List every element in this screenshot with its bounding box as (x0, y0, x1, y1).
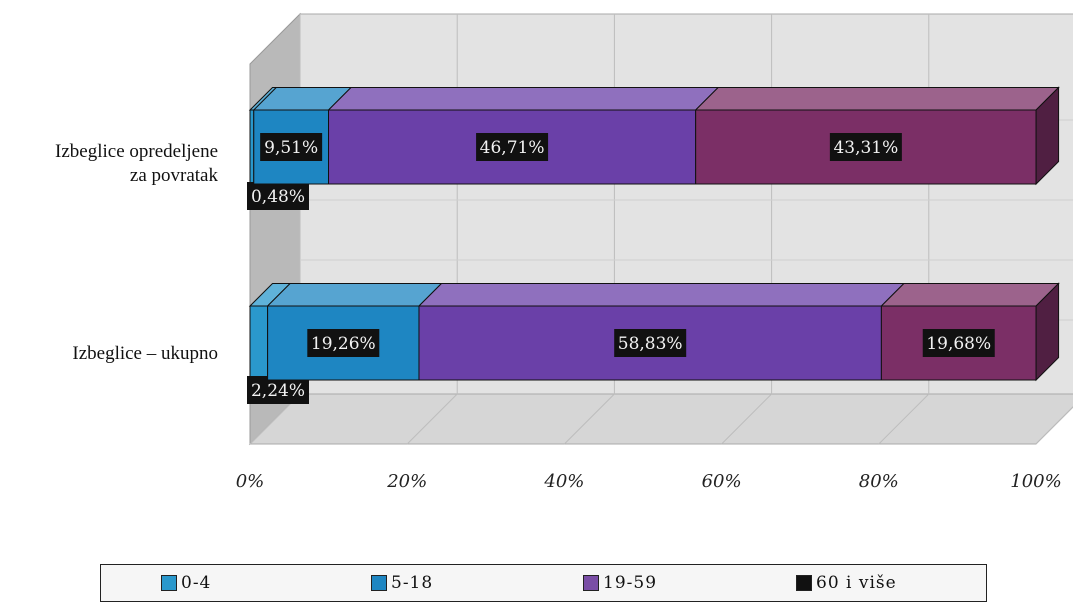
data-label-box (247, 376, 309, 404)
bar-top-face (266, 283, 443, 307)
data-label-box (247, 182, 309, 210)
data-label: 2,24% (251, 381, 305, 401)
category-label-line: Izbeglice opredeljene (55, 141, 218, 162)
data-label-box (476, 133, 549, 161)
data-label-box (614, 329, 687, 357)
legend-swatch (161, 575, 177, 591)
category-label-returnees: Izbeglice opredeljene za povratak (0, 140, 218, 188)
legend-swatch (583, 575, 599, 591)
data-label-box (260, 133, 323, 161)
data-label: 19,26% (311, 334, 376, 354)
gridline (1035, 406, 1073, 445)
legend-item-19-59: 19-59 (583, 573, 657, 593)
bar-top-face (694, 87, 1060, 111)
legend-label: 5-18 (391, 573, 434, 593)
gridline (564, 393, 615, 445)
data-label: 58,83% (618, 334, 683, 354)
legend: 0-4 5-18 19-59 60 i više (100, 564, 987, 602)
legend-item-60-plus: 60 i više (796, 573, 897, 593)
category-label-line: Izbeglice – ukupno (72, 343, 218, 364)
data-label: 9,51% (264, 138, 318, 158)
bar-top-face (880, 283, 1060, 307)
gridline (878, 393, 930, 445)
x-tick-label: 100% (1010, 471, 1061, 492)
bar-side-face (1035, 86, 1060, 186)
legend-label: 19-59 (603, 573, 658, 593)
data-label-box (922, 329, 995, 357)
bar-segment (249, 305, 269, 381)
data-label-box (307, 329, 380, 357)
bar-side-face (1035, 282, 1060, 382)
x-tick-label: 20% (386, 471, 427, 492)
legend-swatch (371, 575, 387, 591)
category-label-total: Izbeglice – ukupno (0, 342, 218, 366)
data-label-box (829, 133, 902, 161)
bar-top-face (417, 283, 906, 307)
legend-label: 0-4 (181, 573, 212, 593)
data-label: 19,68% (926, 334, 991, 354)
data-label: 43,31% (833, 138, 898, 158)
data-label: 46,71% (480, 138, 545, 158)
x-tick-label: 40% (543, 471, 584, 492)
bar-segment (249, 109, 255, 185)
floor (248, 393, 1073, 445)
x-tick-label: 80% (859, 471, 899, 492)
gridline (721, 393, 772, 445)
gridline (406, 393, 458, 445)
legend-swatch (796, 575, 812, 591)
x-tick-label: 60% (702, 471, 742, 492)
legend-label: 60 i više (816, 573, 897, 593)
legend-item-5-18: 5-18 (371, 573, 433, 593)
category-label-line: za povratak (129, 165, 218, 186)
legend-item-0-4: 0-4 (161, 573, 211, 593)
data-label: 0,48% (251, 187, 305, 207)
x-tick-label: 0% (236, 471, 265, 492)
bar-top-face (327, 87, 720, 111)
